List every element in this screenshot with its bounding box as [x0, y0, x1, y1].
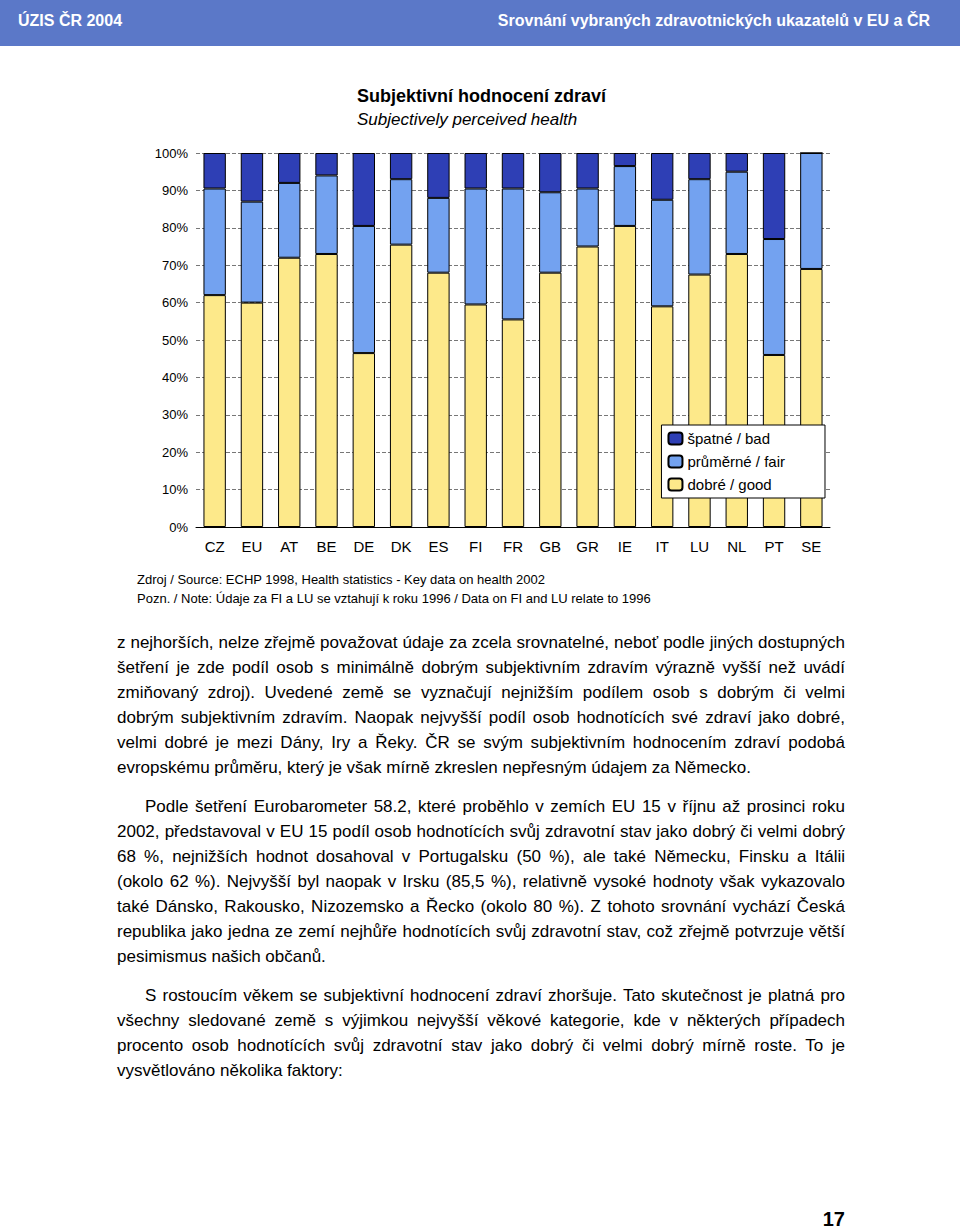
html-text:17: 17 [822, 1208, 845, 1230]
svg-text:Subjektivní hodnocení zdraví: Subjektivní hodnocení zdraví [357, 86, 607, 106]
svg-text:30%: 30% [162, 407, 188, 422]
svg-text:špatné / bad: špatné / bad [687, 430, 770, 447]
html-text:Zdroj / Source: ECHP 1998, Hea: Zdroj / Source: ECHP 1998, Health statis… [137, 572, 545, 587]
html-text:ÚZIS ČR 2004: ÚZIS ČR 2004 [18, 12, 122, 29]
svg-text:60%: 60% [162, 295, 188, 310]
svg-text:40%: 40% [162, 370, 188, 385]
svg-text:80%: 80% [162, 220, 188, 235]
svg-text:90%: 90% [162, 183, 188, 198]
svg-text:LU: LU [690, 538, 709, 555]
html-text:S rostoucím věkem se subjektiv: S rostoucím věkem se subjektivní hodnoce… [117, 986, 845, 1080]
svg-text:GR: GR [576, 538, 599, 555]
svg-text:BE: BE [317, 538, 337, 555]
svg-text:průměrné / fair: průměrné / fair [687, 453, 785, 470]
svg-text:FI: FI [469, 538, 482, 555]
svg-text:20%: 20% [162, 445, 188, 460]
svg-text:FR: FR [503, 538, 523, 555]
html-text:Podle šetření Eurobarometer 58: Podle šetření Eurobarometer 58.2, které … [117, 797, 845, 966]
svg-text:SE: SE [801, 538, 821, 555]
svg-text:EU: EU [242, 538, 263, 555]
html-text:Srovnání vybraných zdravotnick: Srovnání vybraných zdravotnických ukazat… [497, 12, 930, 29]
svg-text:0%: 0% [169, 520, 188, 535]
svg-text:ES: ES [428, 538, 448, 555]
svg-text:DK: DK [391, 538, 412, 555]
html-text:Pozn. / Note: Údaje za FI a LU: Pozn. / Note: Údaje za FI a LU se vztahu… [137, 591, 651, 606]
svg-text:IT: IT [656, 538, 669, 555]
svg-text:70%: 70% [162, 258, 188, 273]
svg-text:CZ: CZ [205, 538, 225, 555]
svg-text:IE: IE [618, 538, 632, 555]
svg-text:dobré / good: dobré / good [687, 476, 771, 493]
svg-text:50%: 50% [162, 333, 188, 348]
svg-text:AT: AT [280, 538, 298, 555]
svg-text:100%: 100% [155, 146, 189, 161]
svg-text:10%: 10% [162, 482, 188, 497]
svg-text:GB: GB [539, 538, 561, 555]
svg-text:NL: NL [727, 538, 746, 555]
svg-text:Subjectively perceived health: Subjectively perceived health [357, 110, 577, 129]
svg-text:PT: PT [764, 538, 783, 555]
html-text:z nejhorších, nelze zřejmě pov: z nejhorších, nelze zřejmě považovat úda… [117, 633, 845, 777]
svg-text:DE: DE [353, 538, 374, 555]
